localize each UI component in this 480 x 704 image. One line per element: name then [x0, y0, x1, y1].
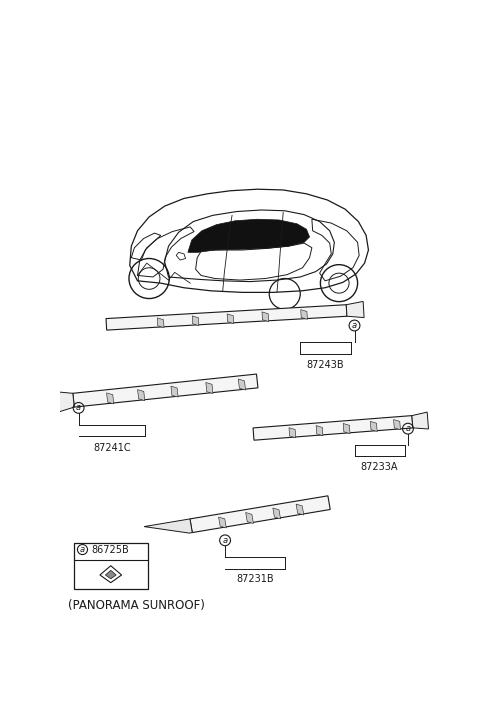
Polygon shape	[289, 428, 296, 438]
Polygon shape	[346, 301, 364, 318]
Polygon shape	[394, 420, 400, 429]
Polygon shape	[296, 504, 304, 515]
Polygon shape	[144, 519, 192, 533]
Text: 87241C: 87241C	[93, 443, 131, 453]
Text: 86725B: 86725B	[91, 546, 129, 555]
Polygon shape	[246, 513, 253, 524]
Polygon shape	[192, 316, 199, 325]
Polygon shape	[106, 305, 347, 330]
Text: a: a	[406, 425, 410, 433]
Polygon shape	[253, 415, 413, 440]
Polygon shape	[107, 393, 114, 404]
Text: a: a	[223, 536, 228, 545]
Text: a: a	[352, 321, 357, 330]
Polygon shape	[412, 412, 429, 429]
Polygon shape	[188, 219, 310, 252]
Polygon shape	[316, 426, 323, 436]
Polygon shape	[239, 379, 245, 390]
Polygon shape	[262, 312, 269, 322]
Polygon shape	[273, 508, 281, 519]
Bar	[74, 543, 147, 589]
Polygon shape	[301, 310, 307, 320]
Polygon shape	[371, 422, 377, 432]
Text: 87231B: 87231B	[237, 574, 274, 584]
Polygon shape	[57, 392, 74, 412]
Polygon shape	[218, 517, 226, 528]
Polygon shape	[157, 318, 164, 327]
Text: 87243B: 87243B	[306, 360, 344, 370]
Polygon shape	[105, 570, 116, 579]
Text: (PANORAMA SUNROOF): (PANORAMA SUNROOF)	[68, 599, 204, 612]
Polygon shape	[227, 314, 234, 324]
Polygon shape	[73, 374, 258, 407]
Text: a: a	[80, 545, 85, 554]
Polygon shape	[171, 386, 178, 397]
Polygon shape	[343, 424, 350, 434]
Text: 87233A: 87233A	[360, 462, 398, 472]
Polygon shape	[206, 382, 213, 394]
Polygon shape	[190, 496, 330, 533]
Polygon shape	[138, 389, 145, 401]
Text: a: a	[76, 403, 81, 413]
